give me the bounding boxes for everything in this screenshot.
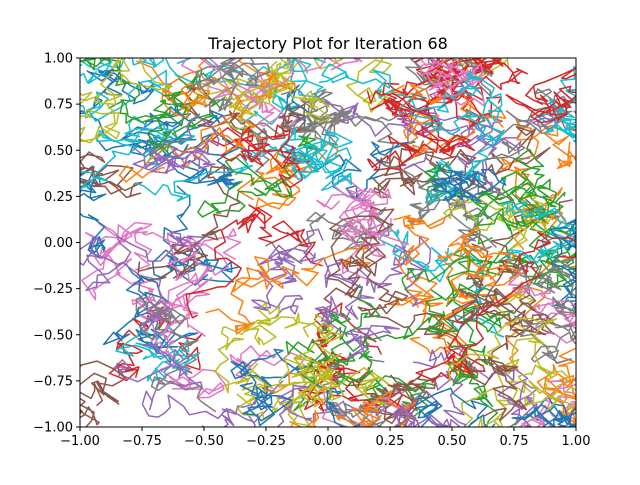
trajectory-line	[108, 90, 216, 158]
x-tick-label: −0.75	[122, 434, 162, 449]
trajectory-line	[197, 132, 318, 218]
trajectory-line	[484, 215, 575, 294]
trajectory-line	[160, 232, 229, 338]
x-tick-label: −0.25	[246, 434, 286, 449]
trajectory-line	[102, 263, 199, 354]
trajectory-line	[463, 185, 576, 278]
x-tick-label: −1.00	[60, 434, 100, 449]
trajectory-line	[469, 313, 557, 422]
trajectory-line	[536, 347, 576, 427]
trajectory-line	[309, 252, 400, 359]
x-tick-label: 0.50	[438, 434, 467, 449]
y-tick-label: 1.00	[44, 52, 73, 67]
trajectory-line	[418, 58, 486, 108]
trajectory-line	[509, 255, 576, 332]
trajectory-line	[430, 161, 507, 203]
y-tick-label: −0.50	[33, 328, 73, 343]
y-tick-label: −0.25	[33, 282, 73, 297]
trajectory-line	[324, 235, 432, 307]
trajectory-line	[112, 344, 235, 427]
trajectory-line	[185, 204, 323, 319]
trajectory-line	[424, 161, 545, 231]
trajectory-line	[372, 126, 551, 199]
trajectory-line	[211, 124, 311, 189]
y-tick-label: 0.00	[44, 236, 73, 251]
trajectory-line	[80, 231, 205, 332]
x-tick-label: 0.00	[314, 434, 343, 449]
trajectory-line	[366, 90, 476, 171]
x-tick-label: 0.75	[500, 434, 529, 449]
trajectory-line	[405, 58, 494, 97]
x-tick-label: 0.25	[376, 434, 405, 449]
trajectory-line	[325, 205, 409, 303]
trajectory-line	[134, 127, 340, 202]
trajectory-line	[393, 214, 547, 371]
trajectory-line	[505, 67, 576, 124]
trajectory-lines	[80, 58, 576, 427]
trajectory-line	[507, 271, 576, 344]
trajectory-line	[240, 58, 326, 125]
trajectory-line	[335, 255, 472, 384]
trajectory-line	[318, 284, 555, 339]
trajectory-line	[511, 397, 576, 427]
trajectory-line	[80, 58, 241, 123]
trajectory-line	[187, 58, 271, 112]
trajectory-line	[225, 60, 331, 131]
trajectory-line	[80, 58, 174, 122]
trajectory-line	[549, 218, 576, 314]
trajectory-line	[230, 348, 313, 427]
trajectory-line	[120, 101, 197, 160]
x-tick-label: −0.50	[184, 434, 224, 449]
trajectory-line	[279, 93, 428, 146]
trajectory-line	[80, 165, 107, 259]
trajectory-line	[314, 383, 496, 427]
y-axis: −1.00 −0.75 −0.50 −0.25 0.00 0.25 0.50 0.75 1.00	[33, 52, 80, 436]
trajectory-line	[368, 371, 436, 427]
trajectory-line	[80, 58, 173, 144]
trajectory-line	[94, 221, 242, 271]
y-tick-label: 0.25	[44, 190, 73, 205]
trajectory-line	[475, 148, 566, 228]
x-axis: −1.00 −0.75 −0.50 −0.25 0.00 0.25 0.50 0.75 1.00	[60, 427, 590, 449]
trajectory-line	[322, 351, 399, 427]
trajectory-line	[278, 322, 345, 401]
trajectory-line	[408, 103, 505, 203]
trajectory-line	[290, 130, 353, 191]
trajectory-line	[118, 76, 245, 183]
trajectory-line	[240, 88, 333, 174]
trajectory-line	[221, 380, 417, 427]
trajectory-line	[236, 366, 394, 421]
trajectory-line	[331, 178, 410, 251]
trajectory-line	[132, 115, 220, 174]
trajectory-line	[199, 58, 363, 102]
trajectory-line	[459, 197, 537, 308]
y-tick-label: −0.75	[33, 374, 73, 389]
trajectory-line	[437, 226, 522, 300]
x-tick-label: 1.00	[562, 434, 591, 449]
trajectory-line	[213, 302, 331, 394]
trajectory-line	[402, 58, 486, 114]
trajectory-line	[393, 370, 467, 427]
trajectory-line	[513, 299, 576, 364]
y-tick-label: 0.75	[44, 98, 73, 113]
trajectory-line	[416, 298, 533, 339]
y-tick-label: −1.00	[33, 421, 73, 436]
trajectory-line	[538, 65, 576, 144]
trajectory-line	[168, 109, 253, 190]
trajectory-line	[318, 63, 503, 122]
trajectory-line	[415, 231, 576, 384]
chart-title: Trajectory Plot for Iteration 68	[207, 34, 448, 53]
y-tick-label: 0.50	[44, 144, 73, 159]
trajectory-line	[251, 228, 324, 320]
trajectory-line	[178, 85, 316, 141]
trajectory-line	[447, 317, 576, 411]
